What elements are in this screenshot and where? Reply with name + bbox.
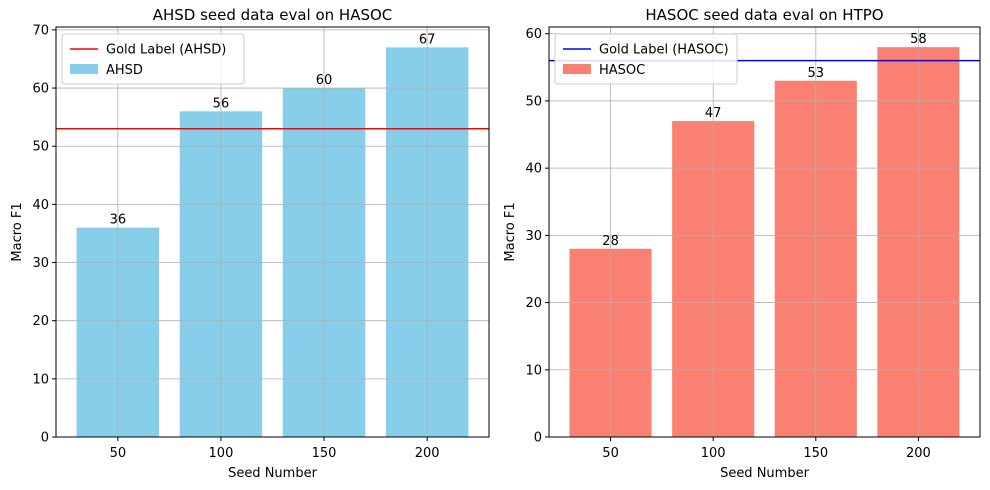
legend-swatch-bar bbox=[563, 64, 591, 74]
ytick-label-50: 50 bbox=[525, 94, 542, 109]
value-label-50: 36 bbox=[110, 213, 127, 228]
value-label-150: 53 bbox=[808, 66, 825, 81]
xtick-label-200: 200 bbox=[415, 446, 440, 461]
legend-label-gold: Gold Label (HASOC) bbox=[599, 43, 729, 58]
xtick-label-150: 150 bbox=[312, 446, 337, 461]
ytick-label-0: 0 bbox=[41, 431, 49, 446]
legend-label-bar: HASOC bbox=[599, 63, 645, 78]
value-label-100: 56 bbox=[213, 96, 230, 111]
ytick-label-70: 70 bbox=[32, 23, 49, 38]
axes-frame bbox=[548, 26, 981, 438]
ytick-label-20: 20 bbox=[525, 296, 542, 311]
legend-box bbox=[554, 33, 738, 85]
legend-label-gold: Gold Label (AHSD) bbox=[106, 43, 226, 58]
legend-swatch-bar bbox=[70, 64, 98, 74]
legend-box bbox=[61, 33, 245, 85]
ytick-label-30: 30 bbox=[32, 256, 49, 271]
value-label-200: 58 bbox=[910, 32, 927, 47]
value-label-150: 60 bbox=[316, 73, 333, 88]
ytick-label-60: 60 bbox=[32, 82, 49, 97]
y-axis-label: Macro F1 bbox=[503, 202, 518, 261]
ytick-label-50: 50 bbox=[32, 140, 49, 155]
ytick-label-0: 0 bbox=[534, 431, 542, 446]
value-label-100: 47 bbox=[705, 106, 722, 121]
y-axis-label: Macro F1 bbox=[10, 202, 25, 261]
ytick-label-40: 40 bbox=[32, 198, 49, 213]
xtick-label-100: 100 bbox=[701, 446, 726, 461]
xtick-label-150: 150 bbox=[803, 446, 828, 461]
xtick-label-50: 50 bbox=[602, 446, 619, 461]
x-axis-label: Seed Number bbox=[228, 466, 318, 481]
xtick-label-100: 100 bbox=[209, 446, 234, 461]
axes-frame bbox=[55, 26, 490, 438]
chart-title: HASOC seed data eval on HTPO bbox=[645, 6, 883, 24]
ytick-label-20: 20 bbox=[32, 314, 49, 329]
ytick-label-30: 30 bbox=[525, 229, 542, 244]
value-label-50: 28 bbox=[602, 234, 619, 249]
value-label-200: 67 bbox=[419, 32, 436, 47]
xtick-label-200: 200 bbox=[906, 446, 931, 461]
xtick-label-50: 50 bbox=[110, 446, 127, 461]
ytick-label-10: 10 bbox=[32, 372, 49, 387]
ytick-label-60: 60 bbox=[525, 27, 542, 42]
ytick-label-40: 40 bbox=[525, 162, 542, 177]
x-axis-label: Seed Number bbox=[720, 466, 810, 481]
chart-title: AHSD seed data eval on HASOC bbox=[153, 6, 393, 24]
legend-label-bar: AHSD bbox=[106, 63, 143, 78]
ytick-label-10: 10 bbox=[525, 363, 542, 378]
